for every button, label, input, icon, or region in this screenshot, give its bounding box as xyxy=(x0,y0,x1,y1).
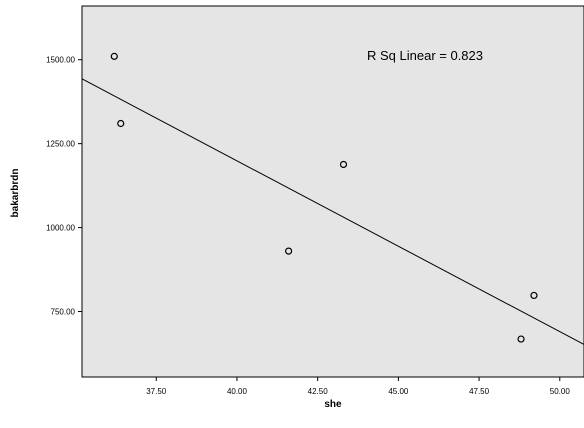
fit-line xyxy=(81,78,584,345)
y-axis-label: bakarbrdn xyxy=(10,169,21,218)
r-squared-annotation: R Sq Linear = 0.823 xyxy=(367,48,483,63)
data-point xyxy=(530,291,538,300)
x-tick-label: 45.00 xyxy=(388,387,409,396)
data-point xyxy=(285,247,293,255)
x-tick-label: 50.00 xyxy=(550,387,571,396)
x-tick-label: 40.00 xyxy=(227,387,248,396)
x-tick-label: 42.50 xyxy=(308,387,329,396)
x-tick-label: 47.50 xyxy=(469,387,490,396)
data-point xyxy=(517,335,525,343)
x-axis: 37.50 40.00 42.50 45.00 47.50 50.00 xyxy=(146,377,570,396)
data-point xyxy=(117,119,125,128)
data-point xyxy=(110,52,118,60)
y-axis: 750.00 1000.00 1250.00 1500.00 xyxy=(46,56,82,317)
y-tick-label: 1250.00 xyxy=(46,140,75,149)
x-axis-label: she xyxy=(324,399,342,410)
y-tick-label: 1000.00 xyxy=(46,224,75,233)
plot-area xyxy=(81,5,584,378)
data-point xyxy=(339,160,348,169)
y-tick-label: 750.00 xyxy=(51,308,76,317)
y-tick-label: 1500.00 xyxy=(46,56,75,65)
x-tick-label: 37.50 xyxy=(146,387,167,396)
data-points xyxy=(110,52,538,343)
